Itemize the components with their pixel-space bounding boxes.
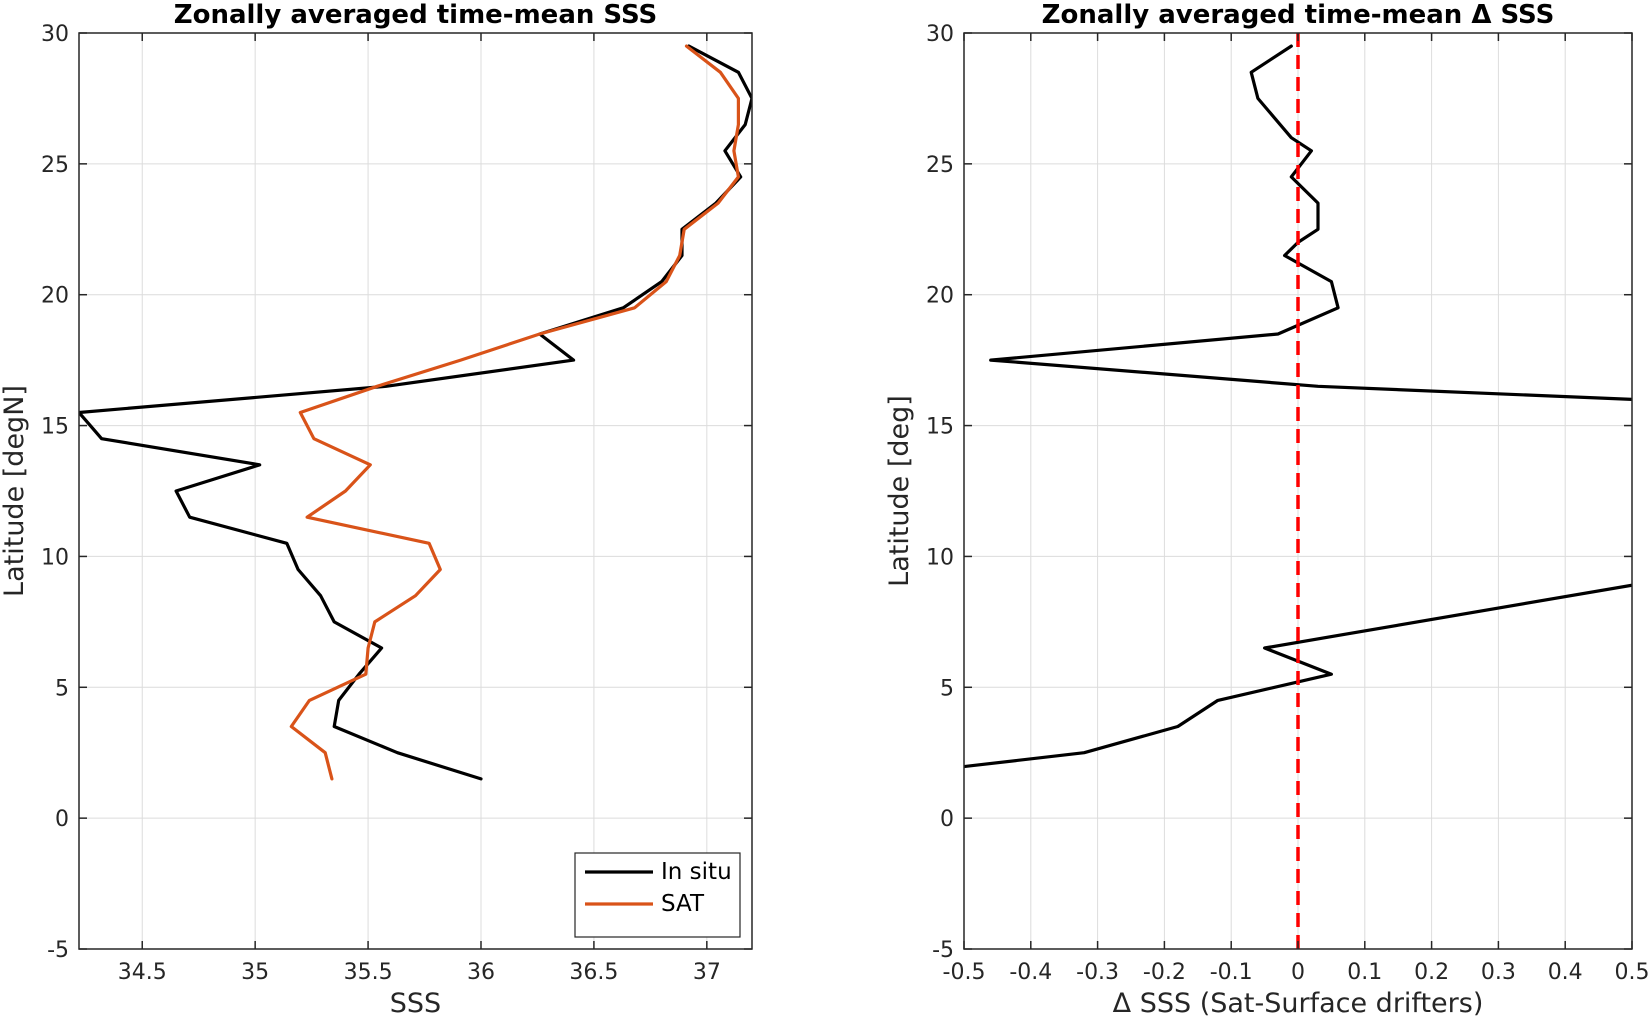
- x-tick-label: 35: [241, 960, 269, 985]
- legend-box: [574, 852, 741, 938]
- y-tick-label: 15: [41, 415, 69, 440]
- y-tick-label: 25: [926, 153, 954, 178]
- x-tick-label: -0.4: [1009, 960, 1052, 985]
- chart-title: Zonally averaged time-mean SSS: [174, 0, 658, 30]
- axes-box: [78, 32, 753, 950]
- x-tick-label: 37: [693, 960, 721, 985]
- series-line-0: [964, 583, 1632, 769]
- x-tick-label: 34.5: [118, 960, 167, 985]
- y-axis-label: Latitude [deg]: [884, 395, 915, 587]
- y-tick-label: 20: [41, 284, 69, 309]
- x-tick-label: -0.2: [1143, 960, 1186, 985]
- x-axis-label: Δ SSS (Sat-Surface drifters): [1113, 988, 1484, 1019]
- x-tick-label: 36: [467, 960, 495, 985]
- y-tick-label: 25: [41, 153, 69, 178]
- y-tick-label: 5: [940, 676, 954, 701]
- series-line-1: [989, 44, 1632, 401]
- legend-label: In situ: [661, 859, 732, 885]
- plot-area: [79, 33, 752, 949]
- y-tick-label: 10: [926, 545, 954, 570]
- data-layer: [964, 44, 1632, 769]
- x-tick-label: 0.5: [1615, 960, 1650, 985]
- legend: In situ SAT: [574, 852, 741, 938]
- x-tick-label: 0.2: [1414, 960, 1449, 985]
- y-tick-label: 15: [926, 415, 954, 440]
- y-tick-label: 0: [55, 807, 69, 832]
- y-tick-label: 30: [41, 22, 69, 47]
- y-tick-label: 20: [926, 284, 954, 309]
- y-tick-label: 0: [940, 807, 954, 832]
- y-tick-label: 10: [41, 545, 69, 570]
- x-tick-label: 35.5: [344, 960, 393, 985]
- panel-delta-sss: -0.5 -0.4 -0.3 -0.2 -0.1 0 0.1 0.2 0.3 0.4 0.5 -5 0 5…: [884, 0, 1650, 1019]
- x-tick-label: -0.3: [1076, 960, 1119, 985]
- legend-label: SAT: [661, 891, 705, 917]
- series-line-sat: [289, 44, 741, 781]
- x-tick-label: -0.1: [1210, 960, 1253, 985]
- data-layer: [79, 44, 752, 781]
- x-tick-label: -0.5: [943, 960, 986, 985]
- y-axis-label: Latitude [degN]: [0, 385, 30, 597]
- x-axis-label: SSS: [390, 988, 441, 1019]
- chart-title: Zonally averaged time-mean Δ SSS: [1042, 0, 1555, 30]
- y-tick-label: 5: [55, 676, 69, 701]
- panel-sss: 34.5 35 35.5 36 36.5 37 -5 0 5 10 15 20 25 30 Zonally …: [0, 0, 753, 1019]
- y-tick-label: 30: [926, 22, 954, 47]
- y-tick-label: -5: [932, 938, 954, 963]
- x-tick-label: 0.4: [1548, 960, 1583, 985]
- x-tick-label: 36.5: [569, 960, 618, 985]
- x-tick-label: 0: [1291, 960, 1305, 985]
- x-tick-label: 0.1: [1347, 960, 1382, 985]
- y-tick-label: -5: [47, 938, 69, 963]
- x-tick-label: 0.3: [1481, 960, 1516, 985]
